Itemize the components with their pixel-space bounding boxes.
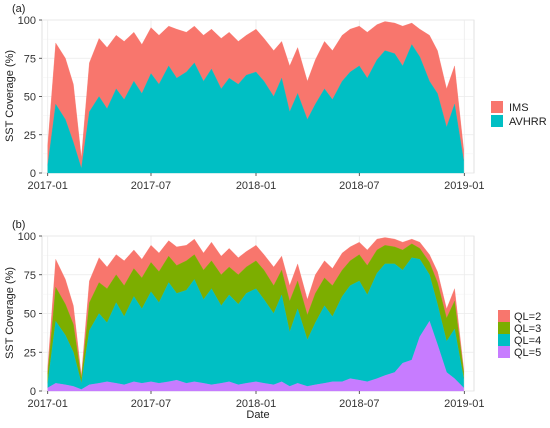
- panel-a-y-axis-title: SST Coverage (%): [4, 50, 16, 142]
- panel-b: (b) 0 25 50 75 100 2017-01 2017-07 2018-01 2018…: [4, 219, 541, 421]
- panel-b-label: (b): [12, 219, 25, 231]
- panel-a-areas: [47, 21, 464, 174]
- legend-swatch-avhrr: [491, 115, 503, 127]
- panel-a-y-tick-label-1: 25: [24, 130, 36, 142]
- panel-a-y-tick-label-4: 100: [18, 15, 36, 27]
- panel-a-x-tick-label-2: 2018-01: [236, 180, 276, 192]
- panel-a: (a) 0 25 50 75 100 2017-01 2017-07 2018-01 2018…: [4, 3, 547, 192]
- panel-a-x-tick-label-0: 2017-01: [28, 180, 68, 192]
- panel-b-y-tick-label-4: 100: [18, 231, 36, 243]
- panel-b-x-tick-label-2: 2018-01: [236, 398, 276, 410]
- panel-b-y-tick-label-1: 25: [24, 347, 36, 359]
- panel-a-y-tick-label-0: 0: [30, 168, 36, 180]
- panel-a-x-tick-label-1: 2017-07: [131, 180, 171, 192]
- panel-a-area-avhrr: [47, 44, 464, 174]
- panel-a-label: (a): [12, 3, 25, 15]
- panel-b-legend: QL=2 QL=3 QL=4 QL=5: [498, 310, 541, 359]
- panel-b-y-tick-label-0: 0: [30, 386, 36, 398]
- legend-label-ql3: QL=3: [514, 323, 541, 335]
- panel-b-x-tick-label-4: 2019-01: [444, 398, 484, 410]
- panel-b-areas: [47, 237, 464, 392]
- panel-a-y-tick-label-2: 50: [24, 92, 36, 104]
- panel-a-y-ticks: 0 25 50 75 100: [18, 15, 42, 180]
- panel-a-legend: IMS AVHRR: [491, 101, 547, 128]
- panel-b-y-axis-title: SST Coverage (%): [4, 267, 16, 359]
- panel-a-x-tick-label-3: 2018-07: [339, 180, 379, 192]
- panel-b-x-tick-label-3: 2018-07: [339, 398, 379, 410]
- panel-b-y-tick-label-2: 50: [24, 309, 36, 321]
- legend-swatch-ims: [491, 101, 503, 113]
- panel-b-area-ql5: [47, 320, 464, 392]
- panel-b-y-ticks: 0 25 50 75 100: [18, 231, 42, 398]
- legend-label-ql4: QL=4: [514, 335, 541, 347]
- legend-swatch-ql5: [498, 346, 510, 358]
- panel-b-x-axis-title: Date: [246, 409, 269, 421]
- panel-b-x-ticks: 2017-01 2017-07 2018-01 2018-07 2019-01: [28, 391, 484, 410]
- panel-b-y-tick-label-3: 75: [24, 270, 36, 282]
- legend-label-ql2: QL=2: [514, 311, 541, 323]
- panel-a-y-tick-label-3: 75: [24, 53, 36, 65]
- panel-a-x-tick-label-4: 2019-01: [444, 180, 484, 192]
- legend-label-ql5: QL=5: [514, 347, 541, 359]
- panel-a-x-ticks: 2017-01 2017-07 2018-01 2018-07 2019-01: [28, 173, 484, 192]
- panel-b-x-tick-label-1: 2017-07: [131, 398, 171, 410]
- legend-label-avhrr: AVHRR: [509, 116, 547, 128]
- legend-swatch-ql2: [498, 310, 510, 322]
- legend-label-ims: IMS: [509, 102, 529, 114]
- legend-swatch-ql3: [498, 322, 510, 334]
- panel-b-x-tick-label-0: 2017-01: [28, 398, 68, 410]
- legend-swatch-ql4: [498, 334, 510, 346]
